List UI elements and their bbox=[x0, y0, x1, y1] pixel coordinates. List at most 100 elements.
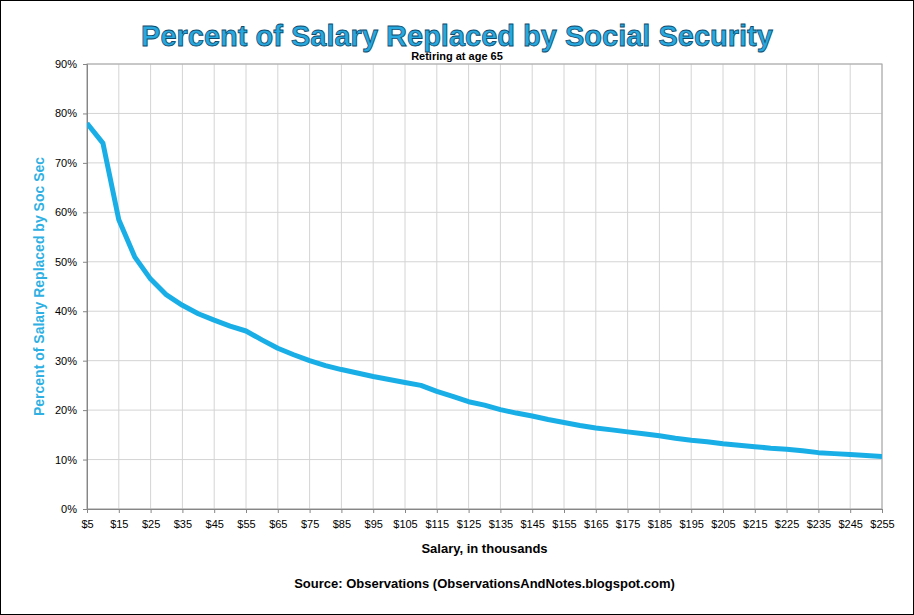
y-tick-mark bbox=[83, 212, 87, 213]
x-tick-mark bbox=[405, 509, 406, 513]
y-grid-line bbox=[87, 212, 882, 213]
x-tick-label: $155 bbox=[552, 518, 576, 530]
x-grid-line bbox=[182, 64, 183, 509]
x-tick-label: $5 bbox=[81, 518, 93, 530]
x-tick: $25 bbox=[142, 509, 160, 530]
x-tick: $185 bbox=[648, 509, 672, 530]
x-tick-label: $85 bbox=[333, 518, 351, 530]
plot: $5$15$25$35$45$55$65$75$85$95$105$115$12… bbox=[55, 58, 895, 530]
y-grid-line bbox=[87, 360, 882, 361]
x-tick-mark bbox=[850, 509, 851, 513]
x-tick-label: $15 bbox=[110, 518, 128, 530]
x-tick-mark bbox=[691, 509, 692, 513]
x-tick: $15 bbox=[110, 509, 128, 530]
x-tick: $35 bbox=[174, 509, 192, 530]
x-tick-label: $75 bbox=[301, 518, 319, 530]
x-grid-line bbox=[214, 64, 215, 509]
subtitle: Retiring at age 65 bbox=[411, 50, 503, 62]
y-tick-mark bbox=[83, 113, 87, 114]
x-tick-label: $135 bbox=[489, 518, 513, 530]
x-tick: $75 bbox=[301, 509, 319, 530]
x-tick-mark bbox=[596, 509, 597, 513]
x-tick-mark bbox=[246, 509, 247, 513]
marks bbox=[87, 123, 882, 456]
x-tick-label: $55 bbox=[237, 518, 255, 530]
x-grid-line bbox=[309, 64, 310, 509]
x-tick-label: $25 bbox=[142, 518, 160, 530]
x-tick-label: $165 bbox=[584, 518, 608, 530]
x-grid-line bbox=[659, 64, 660, 509]
y-tick-label: 20% bbox=[55, 404, 77, 416]
x-tick-mark bbox=[373, 509, 374, 513]
x-tick: $205 bbox=[711, 509, 735, 530]
x-grid-line bbox=[627, 64, 628, 509]
y-tick-label: 80% bbox=[55, 107, 77, 119]
x-tick: $225 bbox=[775, 509, 799, 530]
x-tick: $175 bbox=[616, 509, 640, 530]
x-tick-label: $115 bbox=[425, 518, 449, 530]
x-tick: $5 bbox=[81, 509, 93, 530]
x-tick-label: $205 bbox=[711, 518, 735, 530]
x-grid-line bbox=[564, 64, 565, 509]
y-tick: 30% bbox=[55, 355, 87, 367]
x-tick: $165 bbox=[584, 509, 608, 530]
y-tick: 80% bbox=[55, 107, 87, 119]
x-tick: $95 bbox=[365, 509, 383, 530]
x-tick-label: $65 bbox=[269, 518, 287, 530]
y-tick-label: 50% bbox=[55, 256, 77, 268]
y-tick-mark bbox=[83, 460, 87, 461]
x-tick: $65 bbox=[269, 509, 287, 530]
x-tick-mark bbox=[787, 509, 788, 513]
chart: $5$15$25$35$45$55$65$75$85$95$105$115$12… bbox=[0, 0, 914, 615]
y-tick: 90% bbox=[55, 58, 87, 70]
x-tick-label: $225 bbox=[775, 518, 799, 530]
x-tick-mark bbox=[500, 509, 501, 513]
x-grid-line bbox=[405, 64, 406, 509]
data-line bbox=[87, 123, 882, 456]
x-tick-mark bbox=[882, 509, 883, 513]
x-tick-label: $105 bbox=[393, 518, 417, 530]
y-tick-mark bbox=[83, 262, 87, 263]
x-axis: $5$15$25$35$45$55$65$75$85$95$105$115$12… bbox=[81, 509, 894, 530]
x-tick-mark bbox=[659, 509, 660, 513]
x-grid-line bbox=[500, 64, 501, 509]
y-grid-line bbox=[87, 113, 882, 114]
x-tick: $115 bbox=[425, 509, 449, 530]
x-grid-line bbox=[373, 64, 374, 509]
y-tick-mark bbox=[83, 311, 87, 312]
y-tick-label: 0% bbox=[61, 503, 77, 515]
x-tick-label: $245 bbox=[838, 518, 862, 530]
x-tick-mark bbox=[469, 509, 470, 513]
x-grid-line bbox=[277, 64, 278, 509]
x-tick-label: $185 bbox=[648, 518, 672, 530]
x-grid-line bbox=[532, 64, 533, 509]
x-grid-line bbox=[595, 64, 596, 509]
y-tick-mark bbox=[83, 163, 87, 164]
x-tick-mark bbox=[818, 509, 819, 513]
x-grid-line bbox=[850, 64, 851, 509]
x-tick: $135 bbox=[489, 509, 513, 530]
x-tick-label: $215 bbox=[743, 518, 767, 530]
y-tick-label: 30% bbox=[55, 355, 77, 367]
y-axis-title: Percent of Salary Replaced by Soc Sec bbox=[31, 157, 47, 416]
x-tick: $125 bbox=[457, 509, 481, 530]
x-tick-mark bbox=[119, 509, 120, 513]
plot-frame bbox=[87, 64, 882, 509]
y-grid-line bbox=[87, 459, 882, 460]
y-tick: 50% bbox=[55, 256, 87, 268]
y-grid-line bbox=[87, 410, 882, 411]
x-tick-mark bbox=[628, 509, 629, 513]
x-grid-line bbox=[436, 64, 437, 509]
background bbox=[1, 1, 914, 615]
x-tick-mark bbox=[182, 509, 183, 513]
x-tick-label: $145 bbox=[520, 518, 544, 530]
x-grid-line bbox=[754, 64, 755, 509]
x-grid-line bbox=[118, 64, 119, 509]
title: Percent of Salary Replaced by Social Sec… bbox=[141, 20, 773, 52]
y-tick: 40% bbox=[55, 305, 87, 317]
x-tick: $255 bbox=[870, 509, 894, 530]
y-grid-line bbox=[87, 162, 882, 163]
y-tick-label: 10% bbox=[55, 454, 77, 466]
y-tick: 0% bbox=[61, 503, 87, 515]
x-tick: $155 bbox=[552, 509, 576, 530]
